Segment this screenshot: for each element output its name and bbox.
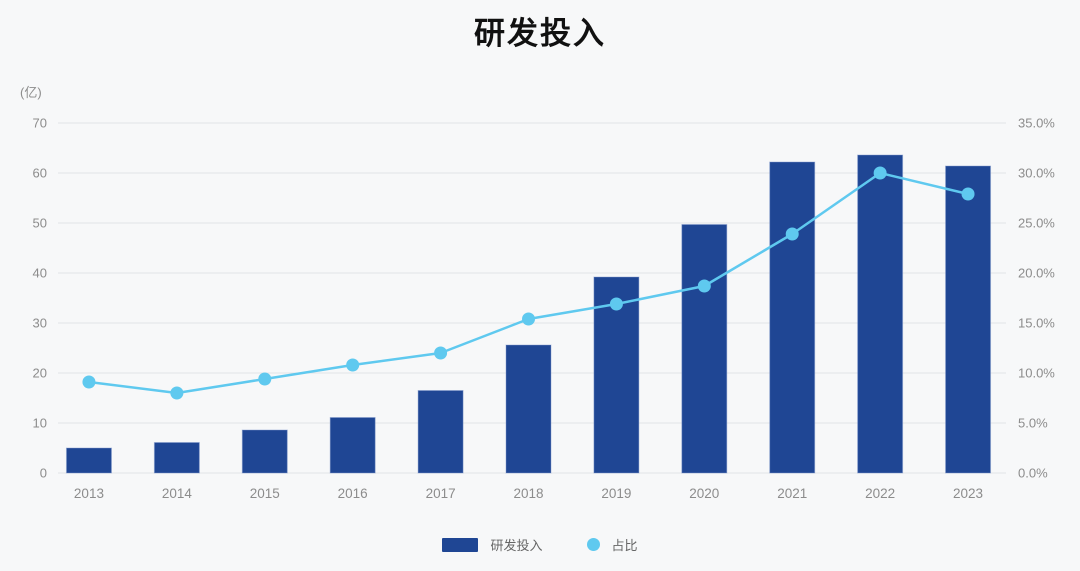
y-axis-left-tick-label: 40 (33, 266, 47, 281)
line-point-2019[interactable] (609, 297, 623, 311)
y-axis-left-tick-label: 30 (33, 316, 47, 331)
y-axis-left-tick-label: 70 (33, 116, 47, 131)
line-point-2015[interactable] (258, 372, 272, 386)
bar-2018[interactable] (505, 344, 552, 474)
bar-2022[interactable] (857, 154, 904, 474)
bar-2014[interactable] (153, 442, 200, 474)
y-axis-right-tick-label: 5.0% (1018, 416, 1048, 431)
y-axis-right-tick-label: 35.0% (1018, 116, 1055, 131)
y-axis-right-tick-label: 30.0% (1018, 166, 1055, 181)
x-axis-tick-label: 2021 (777, 486, 807, 501)
line-series-swatch-icon (586, 538, 600, 551)
y-axis-left-tick-label: 60 (33, 166, 47, 181)
bar-2015[interactable] (241, 429, 288, 474)
x-axis-tick-label: 2019 (601, 486, 631, 501)
legend-item-rd-investment[interactable]: 研发投入 (442, 535, 543, 554)
x-axis-tick-label: 2016 (338, 486, 368, 501)
bar-2013[interactable] (65, 447, 112, 474)
left-axis-unit-label: (亿) (20, 85, 42, 100)
chart-legend: 研发投入 占比 (0, 535, 1080, 554)
bar-series-swatch-icon (442, 537, 479, 552)
bar-2021[interactable] (769, 161, 816, 474)
x-axis-tick-label: 2020 (689, 486, 719, 501)
line-point-2022[interactable] (873, 166, 887, 180)
legend-label: 研发投入 (490, 538, 543, 553)
y-axis-right-tick-label: 10.0% (1018, 366, 1055, 381)
y-axis-right-tick-label: 15.0% (1018, 316, 1055, 331)
y-axis-right-tick-label: 20.0% (1018, 266, 1055, 281)
bar-2020[interactable] (681, 224, 728, 474)
line-point-2023[interactable] (961, 187, 975, 201)
line-point-2014[interactable] (170, 386, 184, 400)
legend-label: 占比 (611, 538, 638, 553)
x-axis-tick-label: 2015 (250, 486, 280, 501)
chart-title: 研发投入 (474, 16, 606, 51)
line-point-2021[interactable] (785, 227, 799, 241)
y-axis-right-tick-label: 25.0% (1018, 216, 1055, 231)
bar-2023[interactable] (945, 165, 992, 474)
x-axis-tick-label: 2013 (74, 486, 104, 501)
line-point-2017[interactable] (434, 346, 448, 360)
y-axis-left-tick-label: 0 (40, 466, 47, 481)
y-axis-left-tick-label: 50 (33, 216, 47, 231)
legend-item-ratio[interactable]: 占比 (586, 535, 638, 554)
bar-2016[interactable] (329, 417, 376, 474)
line-point-2020[interactable] (697, 279, 711, 293)
x-axis-tick-label: 2018 (513, 486, 543, 501)
line-point-2013[interactable] (82, 375, 96, 389)
line-point-2018[interactable] (522, 312, 535, 326)
y-axis-right-tick-label: 0.0% (1018, 466, 1048, 481)
x-axis-tick-label: 2017 (426, 486, 456, 501)
y-axis-left-tick-label: 10 (33, 416, 47, 431)
y-axis-left-tick-label: 20 (33, 366, 47, 381)
x-axis-tick-label: 2014 (162, 486, 193, 501)
line-point-2016[interactable] (346, 358, 360, 372)
bar-2017[interactable] (417, 390, 464, 474)
x-axis-tick-label: 2023 (953, 486, 983, 501)
x-axis-tick-label: 2022 (865, 486, 895, 501)
